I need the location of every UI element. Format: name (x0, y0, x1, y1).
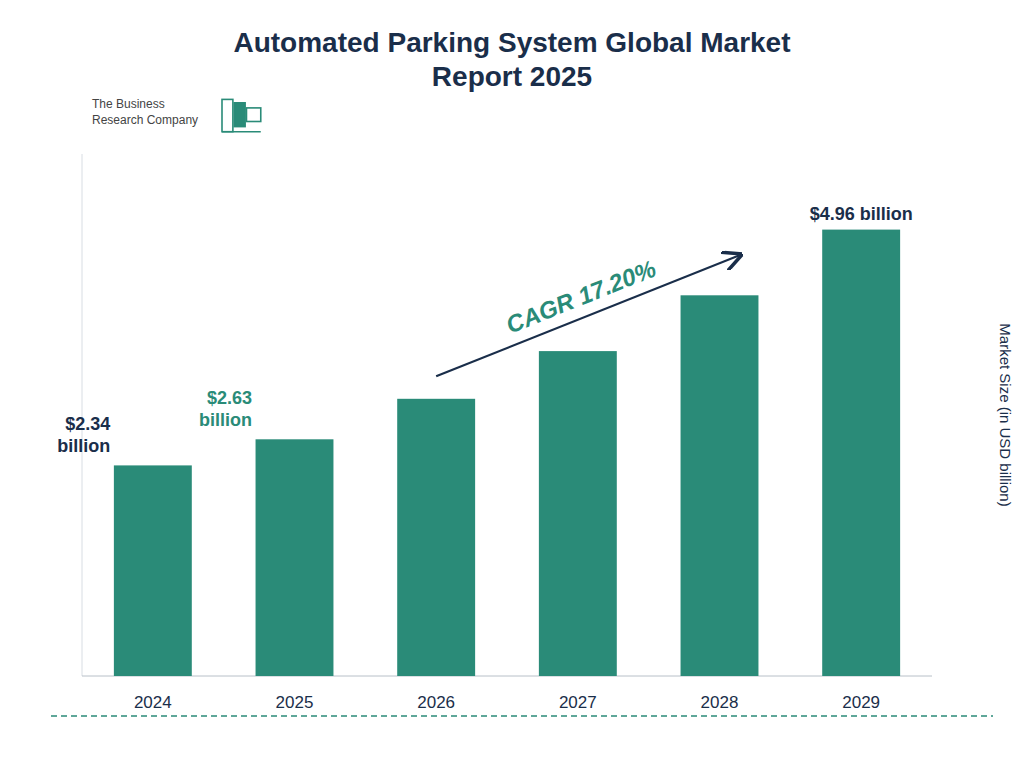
value-annotation: $4.96 billion (810, 204, 913, 224)
bar (397, 399, 475, 676)
value-annotation: $2.34billion (57, 414, 110, 456)
text-line: $2.34 (65, 414, 110, 434)
logo-building (222, 99, 233, 131)
growth-arrow (436, 255, 741, 376)
text-line: Automated Parking System Global Market (233, 27, 790, 58)
x-tick-label: 2027 (559, 693, 597, 712)
text-line: Report 2025 (432, 61, 592, 92)
chart: Automated Parking System Global MarketRe… (0, 0, 1024, 768)
x-tick-label: 2025 (276, 693, 314, 712)
bars (114, 230, 900, 676)
bar (256, 439, 334, 676)
x-tick-label: 2024 (134, 693, 172, 712)
bar (114, 465, 192, 676)
logo-building (246, 108, 260, 122)
x-tick-label: 2026 (417, 693, 455, 712)
y-axis-label: Market Size (in USD billion) (997, 323, 1014, 506)
background (0, 0, 1024, 768)
text-line: $2.63 (207, 388, 252, 408)
logo-text: The Business Research Company (92, 97, 198, 127)
x-tick-label: 2029 (842, 693, 880, 712)
cagr-annotation: CAGR 17.20% (502, 255, 659, 339)
title: Automated Parking System Global MarketRe… (233, 27, 790, 92)
bar (681, 295, 759, 676)
x-tick-label: 2028 (701, 693, 739, 712)
value-annotation: $2.63billion (199, 388, 252, 430)
bar (822, 230, 900, 676)
text-line: billion (199, 410, 252, 430)
logo: The Business Research Company (92, 97, 261, 132)
logo-building (234, 103, 245, 127)
bottom-rule (51, 715, 993, 717)
text-line: $4.96 billion (810, 204, 913, 224)
text-line: The Business (92, 97, 165, 111)
text-line: billion (57, 436, 110, 456)
x-axis-line (82, 676, 932, 677)
bar (539, 351, 617, 676)
text-line: Research Company (92, 113, 198, 127)
logo-base (222, 131, 261, 133)
